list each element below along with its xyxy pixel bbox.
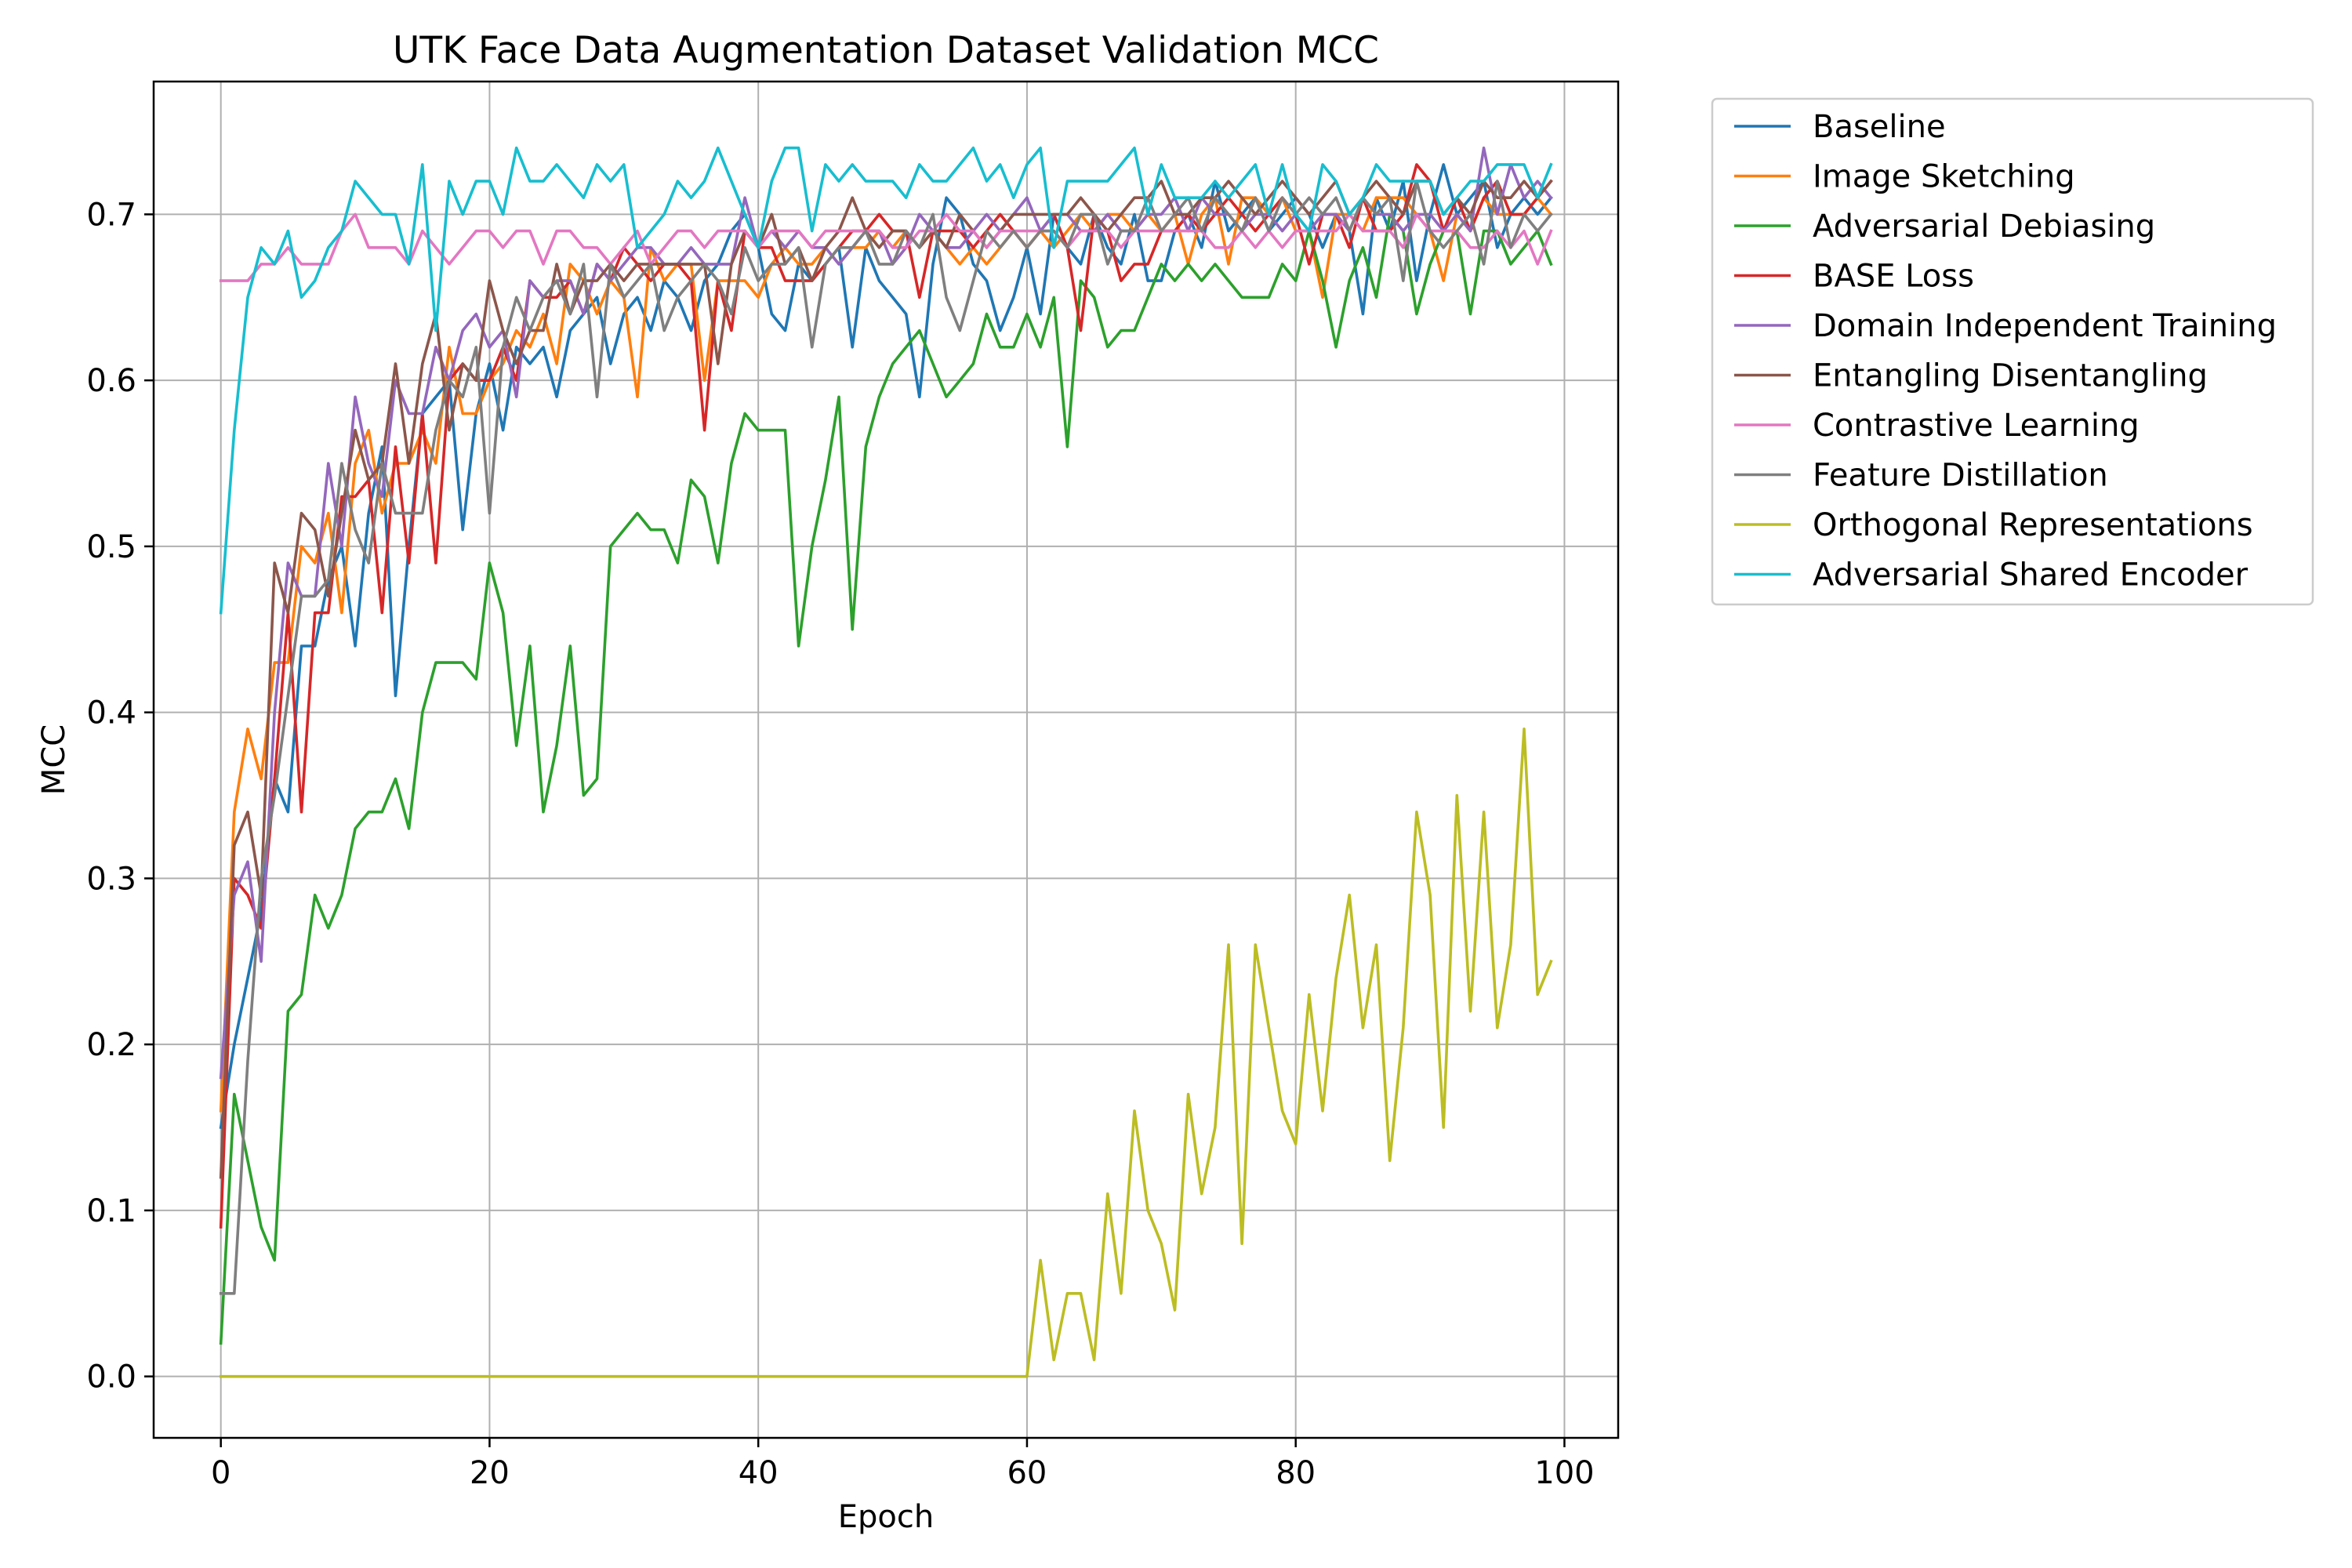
legend-label: Entangling Disentangling bbox=[1813, 358, 2208, 394]
legend-box bbox=[1711, 97, 2314, 606]
chart-title: UTK Face Data Augmentation Dataset Valid… bbox=[393, 29, 1379, 72]
series-line-image-sketching bbox=[219, 196, 1553, 1112]
x-tick-label: 100 bbox=[1534, 1455, 1594, 1491]
plot-frame bbox=[152, 80, 1620, 1439]
y-tick-label: 0.0 bbox=[86, 1359, 136, 1396]
legend-label: Adversarial Debiasing bbox=[1813, 209, 2155, 245]
x-tick-label: 40 bbox=[739, 1455, 779, 1491]
y-axis-label: MCC bbox=[36, 724, 72, 795]
y-tick-label: 0.7 bbox=[86, 197, 136, 233]
series-line-baseline bbox=[219, 163, 1553, 1130]
x-tick-label: 80 bbox=[1276, 1455, 1316, 1491]
y-tick-label: 0.2 bbox=[86, 1027, 136, 1063]
series-line-adversarial-shared-encoder bbox=[219, 146, 1553, 615]
legend-label: BASE Loss bbox=[1813, 259, 1974, 295]
x-axis-label: Epoch bbox=[838, 1499, 934, 1535]
y-tick-label: 0.1 bbox=[86, 1193, 136, 1229]
legend: Baseline Image Sketching Adversarial Debia… bbox=[1711, 97, 2314, 606]
legend-label: Domain Independent Training bbox=[1813, 308, 2277, 344]
y-tick-label: 0.6 bbox=[86, 363, 136, 399]
series-line-feature-distillation bbox=[219, 180, 1553, 1295]
legend-label: Image Sketching bbox=[1813, 159, 2075, 195]
series-line-adversarial-debiasing bbox=[219, 212, 1553, 1345]
series-lines bbox=[219, 146, 1553, 1378]
y-axis-ticks: 0.0 0.1 0.2 0.3 0.4 0.5 0.6 0.7 bbox=[86, 197, 154, 1396]
legend-label: Adversarial Shared Encoder bbox=[1813, 557, 2249, 593]
x-tick-label: 60 bbox=[1007, 1455, 1047, 1491]
x-tick-label: 20 bbox=[470, 1455, 510, 1491]
y-tick-label: 0.4 bbox=[86, 695, 136, 731]
gridlines bbox=[154, 82, 1618, 1438]
series-line-orthogonal-representations bbox=[219, 727, 1553, 1378]
legend-label: Feature Distillation bbox=[1813, 458, 2108, 494]
x-tick-label: 0 bbox=[211, 1455, 230, 1491]
legend-label: Baseline bbox=[1813, 109, 1946, 145]
series-line-base-loss bbox=[219, 163, 1553, 1229]
legend-label: Orthogonal Representations bbox=[1813, 507, 2253, 543]
y-tick-label: 0.3 bbox=[86, 861, 136, 897]
legend-label: Contrastive Learning bbox=[1813, 408, 2140, 444]
x-axis-ticks: 0 20 40 60 80 100 bbox=[211, 1438, 1595, 1491]
series-line-entangling-disentangling bbox=[219, 179, 1553, 1179]
y-tick-label: 0.5 bbox=[86, 529, 136, 565]
